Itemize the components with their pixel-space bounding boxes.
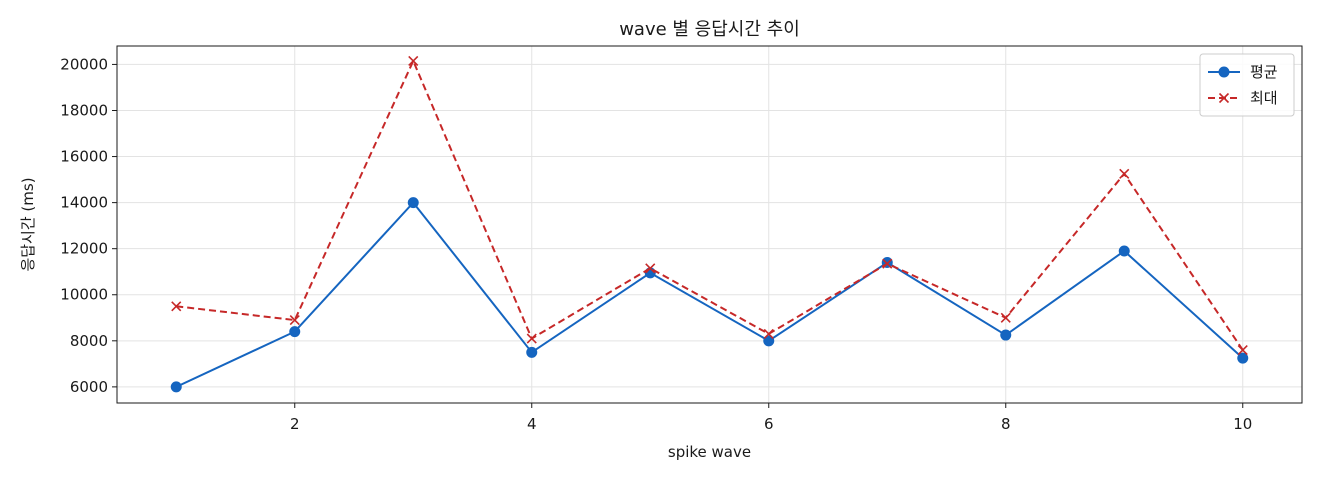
x-marker-stroke bbox=[1237, 344, 1248, 356]
y-tick-label: 10000 bbox=[60, 286, 108, 304]
legend-item: 최대 bbox=[1208, 89, 1278, 107]
x-marker-stroke bbox=[763, 328, 774, 339]
x-marker-stroke bbox=[1000, 312, 1011, 323]
legend-marker bbox=[1218, 92, 1230, 104]
legend-label: 최대 bbox=[1250, 89, 1278, 107]
legend-item: 평균 bbox=[1208, 63, 1278, 81]
data-point bbox=[289, 326, 301, 338]
y-axis-label: 응답시간 (ms) bbox=[19, 177, 37, 271]
legend-marker bbox=[1218, 66, 1230, 78]
y-axis: 6000 8000 10000 12000 14000 16000 18000 20000 bbox=[60, 55, 117, 396]
x-axis: 2 4 6 8 10 bbox=[290, 403, 1252, 433]
grid bbox=[117, 46, 1302, 403]
series-line bbox=[175, 201, 1244, 388]
data-point bbox=[1000, 312, 1011, 323]
data-point bbox=[763, 335, 775, 347]
x-marker-stroke bbox=[526, 333, 537, 344]
x-marker-stroke bbox=[408, 55, 419, 67]
x-marker-stroke bbox=[171, 301, 182, 312]
y-tick-label: 6000 bbox=[70, 378, 108, 396]
x-tick-label: 4 bbox=[527, 415, 537, 433]
series-group bbox=[170, 55, 1249, 393]
data-point bbox=[1000, 329, 1012, 341]
data-point bbox=[289, 315, 300, 326]
x-tick-label: 6 bbox=[764, 415, 774, 433]
data-point bbox=[171, 301, 182, 312]
data-point bbox=[1237, 344, 1248, 356]
x-marker-stroke bbox=[1218, 92, 1230, 104]
legend-label: 평균 bbox=[1250, 63, 1278, 81]
x-tick-label: 10 bbox=[1233, 415, 1252, 433]
y-tick-label: 12000 bbox=[60, 240, 108, 258]
x-marker-stroke bbox=[645, 263, 656, 274]
y-tick-label: 18000 bbox=[60, 101, 108, 119]
x-tick-label: 2 bbox=[290, 415, 300, 433]
data-point bbox=[1118, 245, 1130, 257]
y-tick-label: 20000 bbox=[60, 55, 108, 73]
chart-title: wave 별 응답시간 추이 bbox=[619, 19, 800, 40]
data-point bbox=[408, 55, 419, 67]
data-point bbox=[882, 258, 893, 269]
data-point bbox=[1237, 352, 1249, 364]
y-tick-label: 8000 bbox=[70, 332, 108, 350]
plot-area bbox=[116, 45, 1303, 404]
legend-box bbox=[1199, 53, 1295, 117]
data-point bbox=[1119, 168, 1130, 179]
series-max bbox=[171, 55, 1248, 356]
data-point bbox=[763, 328, 774, 339]
data-point bbox=[170, 381, 182, 393]
x-axis-label: spike wave bbox=[668, 443, 751, 461]
x-tick-label: 8 bbox=[1001, 415, 1011, 433]
data-point bbox=[407, 197, 419, 209]
data-point bbox=[645, 263, 656, 274]
x-marker-stroke bbox=[1119, 168, 1130, 179]
y-tick-label: 14000 bbox=[60, 194, 108, 212]
data-point bbox=[526, 333, 537, 344]
y-tick-label: 16000 bbox=[60, 148, 108, 166]
x-marker-stroke bbox=[289, 315, 300, 326]
x-marker-stroke bbox=[882, 258, 893, 269]
data-point bbox=[526, 346, 538, 358]
